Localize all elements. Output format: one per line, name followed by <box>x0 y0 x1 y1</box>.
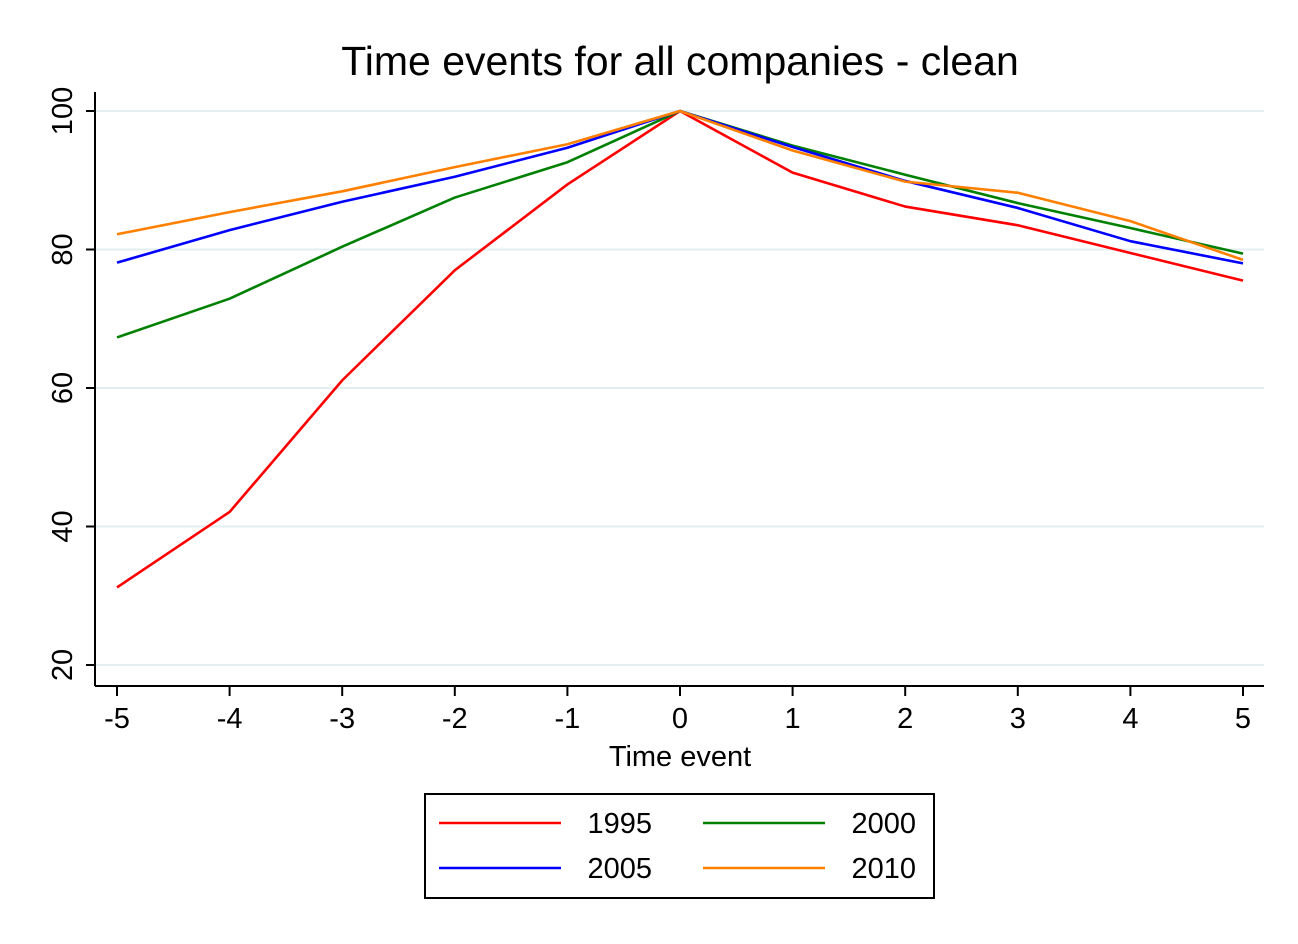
x-axis-label: Time event <box>609 741 751 773</box>
series-lines <box>116 109 1244 589</box>
y-tick-label: 80 <box>47 233 79 265</box>
legend-label: 2000 <box>851 808 916 840</box>
x-tick-label: 5 <box>1235 703 1251 735</box>
series-line-2010 <box>116 109 1244 262</box>
x-tick-label: 0 <box>672 703 688 735</box>
series-line-2005 <box>116 109 1244 265</box>
y-tick-label: 60 <box>47 372 79 404</box>
x-tick-label: -4 <box>217 703 243 735</box>
x-tick-label: -1 <box>555 703 581 735</box>
y-tick-label: 100 <box>47 87 79 135</box>
x-tick-label: 3 <box>1010 703 1026 735</box>
grid-lines <box>96 110 1264 666</box>
y-axis-ticks: 20 40 60 80 100 <box>47 87 95 681</box>
series-line-1995 <box>116 109 1244 589</box>
x-tick-label: 1 <box>785 703 801 735</box>
chart-title: Time events for all companies - clean <box>341 38 1019 84</box>
legend-label: 2010 <box>851 853 916 885</box>
x-tick-label: 4 <box>1122 703 1138 735</box>
legend: 1995 2000 2005 2010 <box>424 793 935 899</box>
legend-label: 2005 <box>587 853 652 885</box>
x-tick-label: 2 <box>897 703 913 735</box>
x-axis-ticks: -5 -4 -3 -2 -1 0 1 2 3 4 5 <box>104 686 1251 735</box>
y-tick-label: 40 <box>47 510 79 542</box>
legend-box <box>424 793 935 899</box>
x-tick-label: -3 <box>329 703 355 735</box>
x-tick-label: -5 <box>104 703 130 735</box>
y-tick-label: 20 <box>47 649 79 681</box>
legend-label: 1995 <box>587 808 652 840</box>
x-tick-label: -2 <box>442 703 468 735</box>
